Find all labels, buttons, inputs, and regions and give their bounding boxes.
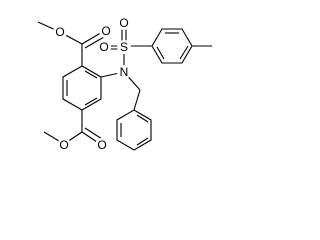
double-bond	[156, 46, 165, 60]
bond	[133, 89, 141, 111]
atom-label: O	[55, 25, 64, 39]
structure-diagram: O O S O O N O O	[37, 16, 212, 152]
double-bond	[84, 97, 98, 106]
atom-label: O	[99, 40, 108, 54]
ring	[116, 109, 152, 151]
page: O O S O O N O O (() => { const data = JS…	[37, 16, 212, 152]
atom-labels: O O S O O N O O	[53, 16, 131, 152]
atom-label: O	[59, 138, 68, 152]
atom-label: O	[101, 24, 110, 38]
atom-label: N	[120, 65, 129, 79]
atom-label: O	[119, 16, 128, 30]
double-bond	[84, 127, 103, 140]
double-bond	[84, 36, 105, 49]
double-bond	[84, 70, 98, 79]
double-bond	[136, 114, 149, 123]
ring	[151, 28, 193, 64]
double-bond	[136, 137, 149, 146]
atom-label: S	[120, 40, 128, 54]
ring	[62, 65, 102, 111]
atom-label: O	[97, 138, 106, 152]
double-bond	[179, 45, 189, 60]
